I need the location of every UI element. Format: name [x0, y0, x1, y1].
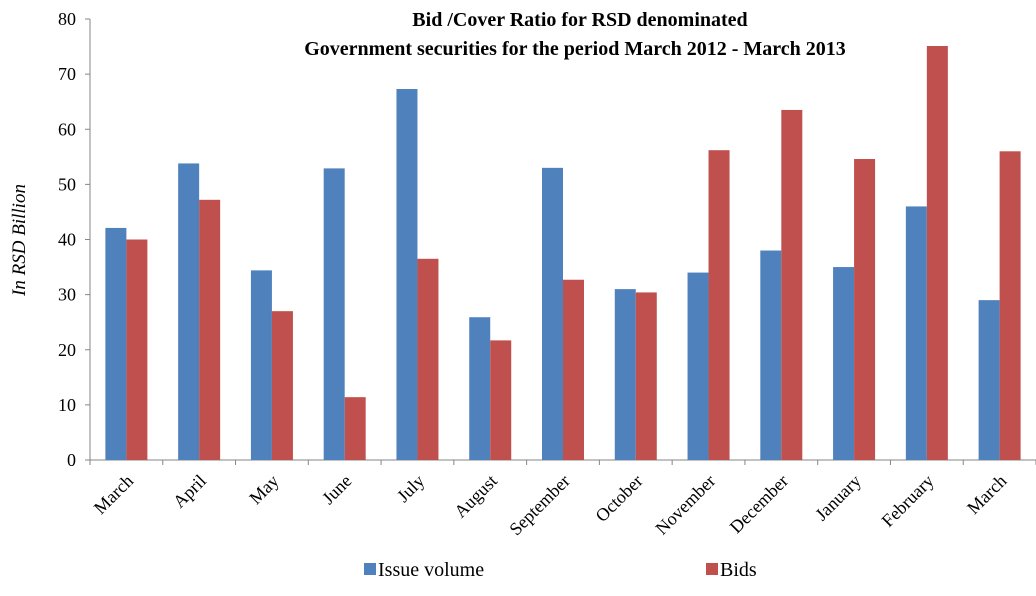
x-tick-label: September [505, 471, 574, 540]
chart-title-line-1: Bid /Cover Ratio for RSD denominated [412, 9, 747, 31]
x-tick-label: November [651, 471, 719, 539]
bar-bids [490, 340, 512, 460]
bar-issue-volume [250, 270, 272, 460]
bar-bids [271, 311, 293, 460]
bar-bids [854, 159, 876, 460]
legend-label: Bids [720, 559, 757, 581]
x-tick-label: April [169, 471, 210, 512]
bar-bids [344, 397, 366, 460]
bar-issue-volume [833, 267, 855, 460]
bar-issue-volume [905, 206, 927, 460]
x-tick-label: March [90, 471, 137, 518]
y-tick-label: 40 [58, 230, 76, 250]
bar-issue-volume [323, 168, 345, 461]
x-tick-label: December [726, 471, 792, 537]
y-axis-label: In RSD Billion [9, 184, 30, 297]
bars [105, 46, 1021, 461]
chart-title: Bid /Cover Ratio for RSD denominated Gov… [304, 9, 846, 60]
legend-swatch [364, 563, 376, 575]
bar-issue-volume [542, 167, 563, 460]
bar-issue-volume [978, 300, 1000, 460]
x-tick-label: March [963, 471, 1010, 518]
x-tick-label: May [245, 471, 282, 508]
x-tick-label: August [450, 471, 501, 522]
bar-issue-volume [760, 250, 782, 460]
y-tick-label: 30 [58, 285, 76, 305]
bar-issue-volume [105, 227, 127, 460]
bar-issue-volume [687, 272, 709, 460]
y-tick-label: 10 [58, 395, 76, 415]
x-tick-label: February [878, 471, 938, 531]
x-tick-label: January [811, 471, 865, 525]
x-tick-label: October [591, 471, 646, 526]
y-tick-label: 20 [58, 340, 76, 360]
bar-issue-volume [396, 89, 418, 460]
legend: Issue volume Bids [364, 559, 757, 581]
y-tick-label: 0 [67, 450, 76, 470]
legend-label: Issue volume [378, 559, 484, 581]
chart-title-line-2: Government securities for the period Mar… [304, 38, 846, 60]
y-tick-label: 80 [58, 9, 76, 29]
bar-bids [635, 292, 657, 460]
y-tick-label: 60 [58, 119, 76, 139]
bar-bids [708, 150, 730, 460]
bar-issue-volume [469, 317, 491, 460]
bar-issue-volume [178, 163, 200, 461]
bar-bids [126, 239, 148, 460]
bar-bids [417, 258, 439, 460]
bar-bids [563, 279, 584, 460]
bar-bids [999, 151, 1021, 461]
x-tick-label: June [318, 471, 355, 508]
bar-issue-volume [614, 289, 636, 460]
bar-bids [781, 109, 803, 461]
bar-bids [199, 199, 221, 460]
y-tick-label: 50 [58, 174, 76, 194]
y-tick-label: 70 [58, 64, 76, 84]
legend-swatch [706, 563, 718, 575]
x-tick-label: July [393, 471, 428, 506]
bar-bids [926, 46, 948, 460]
